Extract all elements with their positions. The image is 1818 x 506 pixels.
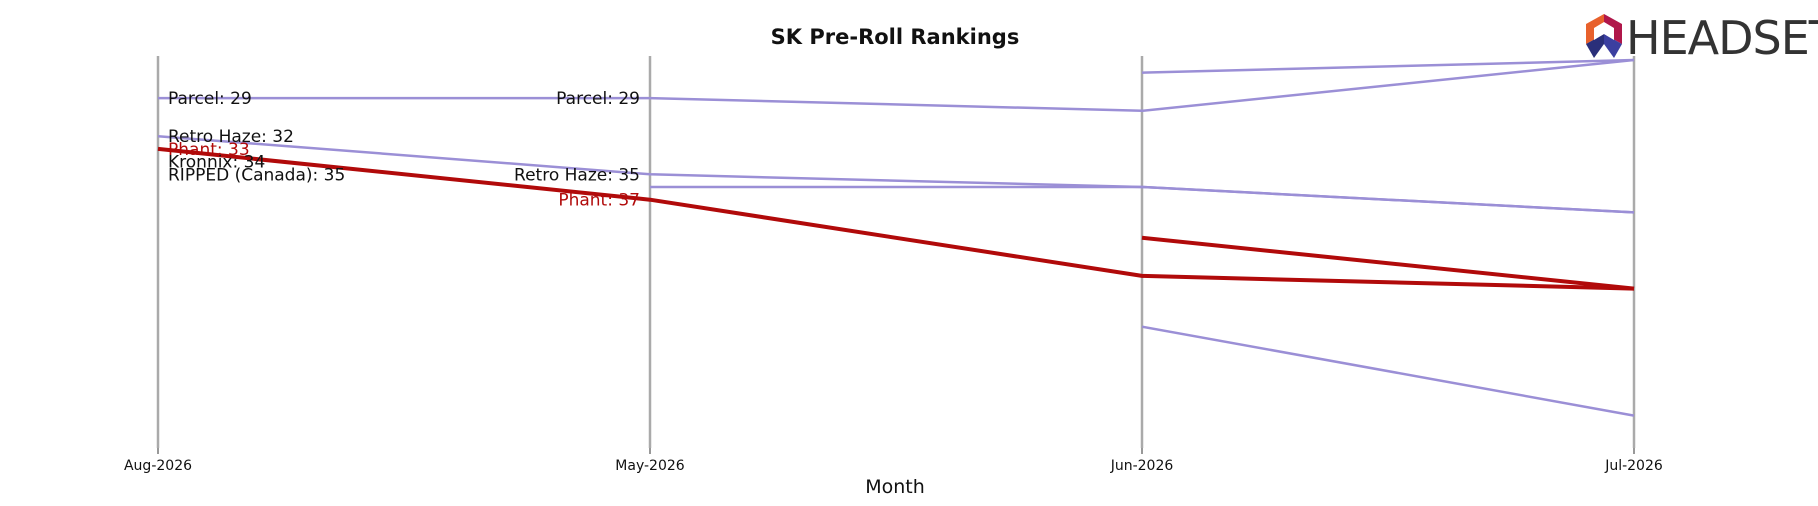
series-label-0-1: Parcel: 29 [556, 89, 640, 109]
series-label-1-0: Retro Haze: 32 [168, 127, 294, 147]
series-line-5 [1141, 58, 1635, 74]
series-lines [157, 58, 1635, 417]
series-labels: Parcel: 29 Parcel: 29 Retro Haze: 32 Retro … [168, 89, 640, 211]
series-label-2-1: Phant: 37 [558, 191, 640, 211]
x-axis-ticks: Aug-2026 May-2026 Jun-2026 Jul-2026 [124, 448, 1663, 474]
x-axis-label: Month [865, 476, 925, 498]
series-line-6 [650, 185, 1635, 214]
tick-label-0: Aug-2026 [124, 458, 192, 474]
brand-name: HEADSET [1626, 11, 1818, 65]
month-gridlines [156, 56, 1636, 448]
series-label-0-0: Parcel: 29 [168, 89, 252, 109]
tick-label-1: May-2026 [615, 458, 684, 474]
chart-title: SK Pre-Roll Rankings [771, 25, 1020, 49]
series-label-4-0: RIPPED (Canada): 35 [168, 165, 345, 185]
series-line-2 [157, 146, 1635, 291]
series-line-4 [1141, 325, 1635, 417]
series-label-3-0: Kronnix: 34 [168, 153, 265, 173]
series-label-1-1: Retro Haze: 35 [514, 165, 640, 185]
series-label-2-0: Phant: 33 [168, 140, 250, 160]
headset-hexagon-logo-icon [1586, 14, 1622, 58]
series-line-7 [1141, 235, 1635, 291]
tick-label-3: Jul-2026 [1604, 458, 1663, 474]
tick-label-2: Jun-2026 [1110, 458, 1174, 474]
series-line-0 [158, 58, 1635, 113]
brand-logo: HEADSET [1586, 11, 1818, 65]
